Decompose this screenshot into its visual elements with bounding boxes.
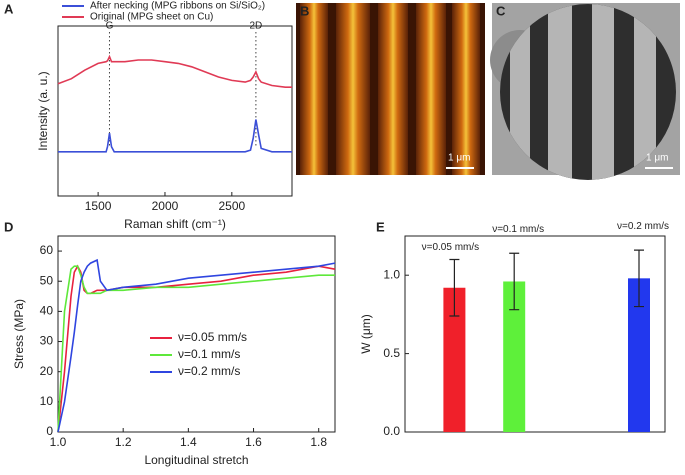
bar-label: ν=0.1 mm/s (492, 224, 544, 235)
panel-label: A (4, 1, 14, 16)
legend-label: ν=0.2 mm/s (178, 364, 240, 378)
x-axis-title: Raman shift (cm⁻¹) (124, 217, 226, 231)
data-line (58, 119, 292, 153)
bar-label: ν=0.2 mm/s (617, 221, 669, 232)
bar-label: ν=0.05 mm/s (422, 242, 480, 253)
bar (628, 278, 650, 432)
annotation: G (106, 21, 114, 32)
legend-label: Original (MPG sheet on Cu) (90, 12, 213, 23)
y-tick-label: 1.0 (383, 267, 400, 281)
x-tick-label: 1.4 (180, 435, 197, 449)
x-tick-label: 2000 (152, 199, 179, 213)
annotation: 2D (249, 21, 262, 32)
y-axis-title: W (μm) (359, 314, 373, 354)
x-tick-label: 1.0 (50, 435, 67, 449)
legend-label: ν=0.1 mm/s (178, 347, 240, 361)
y-tick-label: 50 (40, 273, 54, 287)
y-tick-label: 0 (46, 424, 53, 438)
y-axis-title: Stress (MPa) (12, 299, 26, 369)
bar (443, 287, 466, 432)
plot-frame (57, 235, 336, 433)
y-tick-label: 0.5 (383, 346, 400, 360)
x-axis-title: Longitudinal stretch (144, 453, 248, 467)
error-bar (634, 249, 644, 308)
panel-label: E (376, 219, 385, 234)
afm-image (296, 3, 485, 175)
x-tick-label: 1500 (85, 199, 112, 213)
panel-label: C (496, 3, 506, 18)
scale-bar-label: 1 μm (646, 153, 668, 164)
y-tick-label: 20 (40, 364, 54, 378)
sem-image (490, 3, 680, 180)
error-bar (509, 252, 520, 311)
y-axis-title: Intensity (a. u.) (36, 71, 50, 150)
panel-label: D (4, 219, 13, 234)
legend-label: ν=0.05 mm/s (178, 330, 247, 344)
error-bar (449, 258, 460, 317)
bar (503, 281, 526, 432)
data-line (57, 264, 336, 433)
plot-frame (404, 235, 666, 433)
data-line (57, 258, 336, 433)
y-tick-label: 60 (40, 243, 54, 257)
y-tick-label: 0.0 (383, 424, 400, 438)
x-tick-label: 2500 (218, 199, 245, 213)
x-tick-label: 1.2 (115, 435, 132, 449)
plot-frame (57, 25, 293, 197)
data-line (57, 54, 292, 88)
panel-label: B (300, 3, 309, 18)
y-tick-label: 10 (40, 394, 54, 408)
legend-label: After necking (MPG ribbons on Si/SiO₂) (90, 1, 265, 12)
y-tick-label: 40 (40, 304, 54, 318)
x-tick-label: 1.6 (245, 435, 262, 449)
y-tick-label: 30 (40, 334, 54, 348)
x-tick-label: 1.8 (310, 435, 327, 449)
data-line (57, 265, 335, 433)
scale-bar-label: 1 μm (448, 153, 470, 164)
